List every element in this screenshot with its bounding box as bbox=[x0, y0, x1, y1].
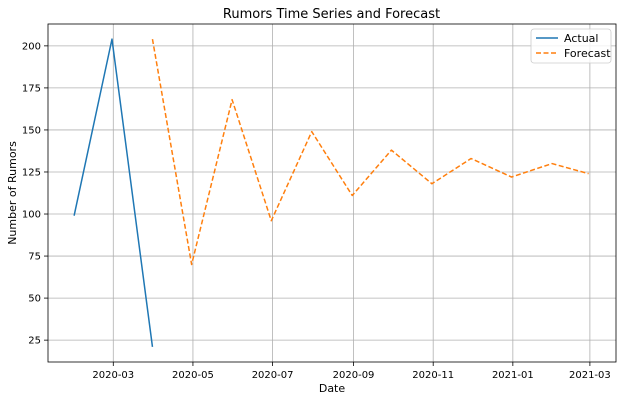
y-tick-label-7: 200 bbox=[22, 41, 41, 52]
x-axis-label: Date bbox=[319, 382, 346, 395]
y-tick-label-5: 150 bbox=[22, 125, 41, 136]
legend-label-forecast: Forecast bbox=[564, 47, 611, 60]
y-tick-label-6: 175 bbox=[22, 83, 41, 94]
x-tick-label-0: 2020-03 bbox=[92, 370, 134, 381]
legend-label-actual: Actual bbox=[564, 32, 598, 45]
y-tick-label-4: 125 bbox=[22, 167, 41, 178]
x-tick-label-6: 2021-03 bbox=[569, 370, 611, 381]
x-tick-label-2: 2020-07 bbox=[252, 370, 294, 381]
grid bbox=[48, 24, 616, 362]
y-axis-label: Number of Rumors bbox=[6, 141, 19, 245]
chart-title: Rumors Time Series and Forecast bbox=[223, 7, 440, 22]
x-tick-label-5: 2021-01 bbox=[492, 370, 534, 381]
y-tick-label-2: 75 bbox=[28, 252, 41, 263]
ticks: 2020-03 2020-05 2020-07 2020-09 2020-11 2021-… bbox=[22, 41, 611, 381]
x-tick-label-1: 2020-05 bbox=[172, 370, 214, 381]
x-tick-label-4: 2020-11 bbox=[412, 370, 454, 381]
series-line-actual bbox=[73, 38, 154, 347]
series-line-forecast bbox=[151, 39, 589, 266]
legend: Actual Forecast bbox=[530, 28, 612, 64]
y-tick-label-1: 50 bbox=[28, 294, 41, 305]
series-layer bbox=[73, 38, 589, 347]
y-tick-label-0: 25 bbox=[28, 336, 41, 347]
x-tick-label-3: 2020-09 bbox=[333, 370, 375, 381]
y-tick-label-3: 100 bbox=[22, 210, 41, 221]
plot-frame bbox=[47, 23, 617, 363]
